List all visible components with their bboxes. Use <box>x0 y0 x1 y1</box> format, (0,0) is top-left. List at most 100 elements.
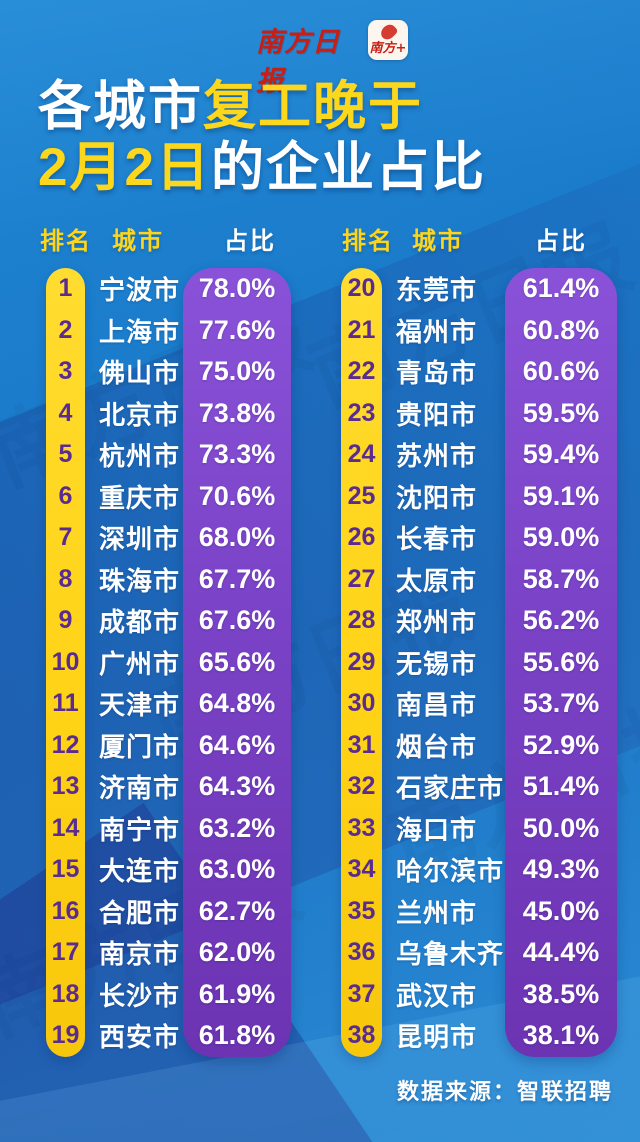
share-cell: 73.8% <box>198 397 276 428</box>
share-cell: 61.4% <box>522 273 600 304</box>
city-cell: 兰州市 <box>396 897 478 928</box>
city-cell: 乌鲁木齐 <box>396 939 505 970</box>
nanfang-plus-app-icon: 南方+ <box>368 20 408 60</box>
rank-cell: 23 <box>347 398 376 427</box>
rank-column-pill <box>46 268 85 1057</box>
city-cell: 烟台市 <box>396 731 478 762</box>
share-cell: 77.6% <box>198 314 276 345</box>
rank-cell: 12 <box>51 730 80 759</box>
share-cell: 61.8% <box>198 1020 276 1051</box>
city-cell: 海口市 <box>396 814 478 845</box>
city-header-right: 城市 <box>412 228 464 255</box>
share-cell: 44.4% <box>522 937 600 968</box>
share-cell: 59.4% <box>522 439 600 470</box>
rank-cell: 4 <box>58 398 73 427</box>
rank-cell: 35 <box>347 896 376 925</box>
city-cell: 贵阳市 <box>396 399 478 430</box>
city-cell: 长春市 <box>396 524 478 555</box>
city-cell: 宁波市 <box>99 275 181 306</box>
city-cell: 合肥市 <box>99 897 181 928</box>
city-cell: 北京市 <box>99 399 181 430</box>
share-cell: 62.0% <box>198 937 276 968</box>
rank-cell: 3 <box>58 357 73 386</box>
share-cell: 38.5% <box>522 978 600 1009</box>
rank-cell: 36 <box>347 938 376 967</box>
rank-cell: 8 <box>58 564 73 593</box>
city-cell: 福州市 <box>396 316 478 347</box>
share-cell: 53.7% <box>522 688 600 719</box>
rank-cell: 26 <box>347 523 376 552</box>
share-column-pill <box>183 268 291 1057</box>
share-cell: 56.2% <box>522 605 600 636</box>
city-cell: 石家庄市 <box>396 773 505 804</box>
share-cell: 65.6% <box>198 646 276 677</box>
city-cell: 哈尔滨市 <box>396 856 505 887</box>
rank-cell: 27 <box>347 564 376 593</box>
city-cell: 厦门市 <box>99 731 181 762</box>
city-cell: 广州市 <box>99 648 181 679</box>
city-cell: 东莞市 <box>396 275 478 306</box>
share-cell: 60.8% <box>522 314 600 345</box>
rank-cell: 29 <box>347 647 376 676</box>
rank-header-right: 排名 <box>342 228 394 255</box>
rank-cell: 25 <box>347 481 376 510</box>
city-cell: 西安市 <box>99 1022 181 1053</box>
rank-cell: 20 <box>347 274 376 303</box>
share-cell: 61.9% <box>198 978 276 1009</box>
share-cell: 78.0% <box>198 273 276 304</box>
rank-group-right: 20 东莞市 61.4% 21 福州市 60.8% 22 青岛市 60.6% 23 贵阳市 59.5%… <box>341 268 617 1057</box>
share-cell: 68.0% <box>198 522 276 553</box>
city-cell: 珠海市 <box>99 565 181 596</box>
share-cell: 58.7% <box>522 563 600 594</box>
rank-cell: 13 <box>51 772 80 801</box>
rank-cell: 37 <box>347 979 376 1008</box>
city-cell: 南京市 <box>99 939 181 970</box>
rank-cell: 10 <box>51 647 80 676</box>
share-cell: 59.1% <box>522 480 600 511</box>
rank-cell: 14 <box>51 813 80 842</box>
city-cell: 南昌市 <box>396 690 478 721</box>
southern-daily-logo: 南方日报 <box>256 27 340 97</box>
share-cell: 63.2% <box>198 812 276 843</box>
rank-cell: 5 <box>58 440 73 469</box>
share-cell: 70.6% <box>198 480 276 511</box>
share-cell: 64.3% <box>198 771 276 802</box>
city-cell: 沈阳市 <box>396 482 478 513</box>
rank-cell: 18 <box>51 979 80 1008</box>
page-title: 各城市复工晚于 2月2日的企业占比 <box>38 76 618 198</box>
data-source-note: 数据来源：智联招聘 <box>396 1079 613 1104</box>
share-cell: 59.5% <box>522 397 600 428</box>
share-cell: 67.6% <box>198 605 276 636</box>
rank-group-left: 1 宁波市 78.0% 2 上海市 77.6% 3 佛山市 75.0% 4 北京市 73.8% 5 杭州市… <box>46 268 291 1057</box>
share-cell: 62.7% <box>198 895 276 926</box>
rank-cell: 2 <box>58 315 73 344</box>
city-cell: 天津市 <box>99 690 181 721</box>
share-header-right: 占比 <box>535 228 587 255</box>
rank-cell: 15 <box>51 855 80 884</box>
rank-cell: 34 <box>347 855 376 884</box>
share-cell: 60.6% <box>522 356 600 387</box>
city-cell: 郑州市 <box>396 607 478 638</box>
rank-cell: 11 <box>52 689 79 718</box>
share-cell: 45.0% <box>522 895 600 926</box>
share-cell: 51.4% <box>522 771 600 802</box>
city-cell: 青岛市 <box>396 358 478 389</box>
city-cell: 昆明市 <box>396 1022 478 1053</box>
title-segment-highlight: 2月2日 <box>38 138 211 197</box>
rank-cell: 16 <box>51 896 80 925</box>
rank-cell: 28 <box>347 606 376 635</box>
app-badge-label: 南方+ <box>369 40 407 56</box>
city-cell: 无锡市 <box>396 648 478 679</box>
share-cell: 52.9% <box>522 729 600 760</box>
masthead: 南方日报 南方+ <box>0 18 640 97</box>
city-cell: 上海市 <box>99 316 181 347</box>
city-cell: 重庆市 <box>99 482 181 513</box>
share-cell: 50.0% <box>522 812 600 843</box>
city-cell: 深圳市 <box>99 524 181 555</box>
city-cell: 大连市 <box>99 856 181 887</box>
rank-cell: 17 <box>51 938 80 967</box>
rank-cell: 33 <box>347 813 376 842</box>
share-cell: 59.0% <box>522 522 600 553</box>
rank-cell: 1 <box>58 274 73 303</box>
